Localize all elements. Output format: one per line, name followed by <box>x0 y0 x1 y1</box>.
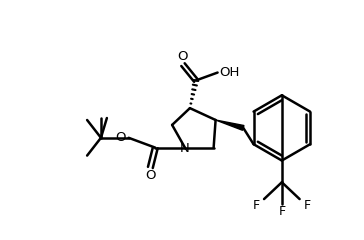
Text: F: F <box>278 205 285 218</box>
Text: O: O <box>115 131 126 144</box>
Text: O: O <box>145 169 156 182</box>
Text: N: N <box>180 142 190 155</box>
Text: F: F <box>253 199 260 212</box>
Text: F: F <box>304 199 311 212</box>
Text: OH: OH <box>219 66 240 79</box>
Text: O: O <box>177 50 187 63</box>
Polygon shape <box>215 120 244 130</box>
